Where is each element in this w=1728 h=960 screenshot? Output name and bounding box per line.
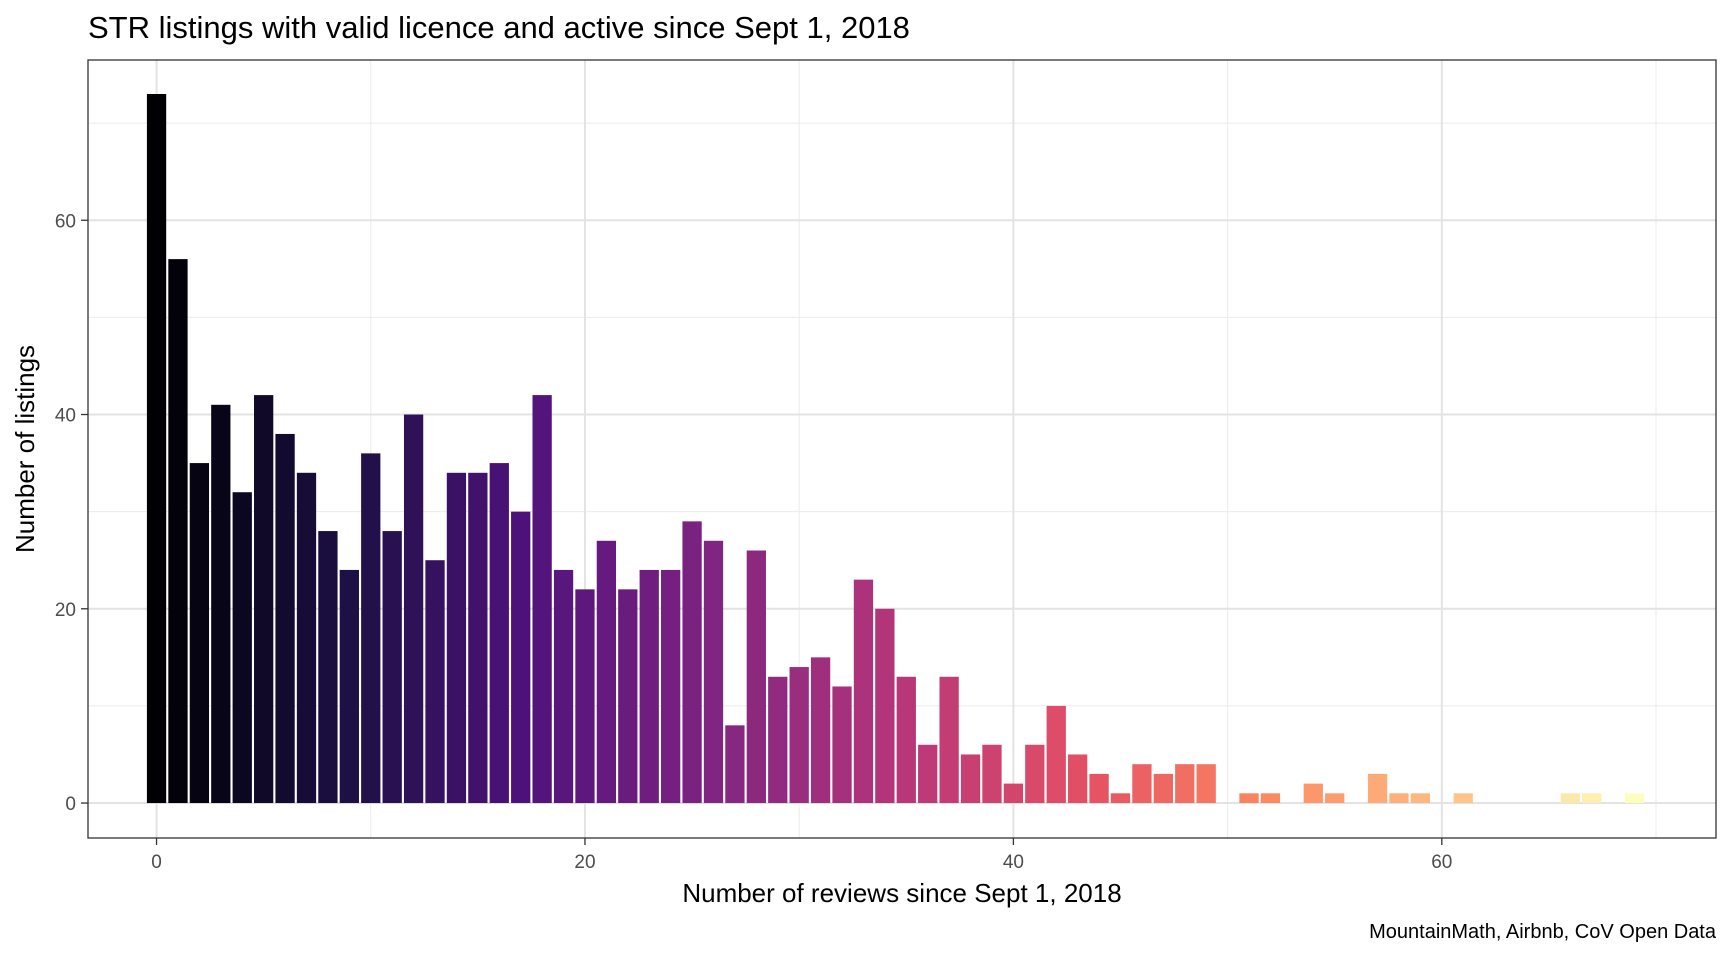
bar-40: [1003, 783, 1024, 804]
bar-19: [553, 569, 574, 804]
chart-caption: MountainMath, Airbnb, CoV Open Data: [1369, 921, 1717, 943]
bar-6: [275, 433, 295, 804]
bar-61: [1453, 793, 1473, 804]
y-tick-label: 20: [55, 600, 76, 621]
bar-25: [682, 521, 702, 804]
bar-66: [1560, 793, 1580, 804]
bar-0: [146, 93, 167, 804]
x-axis-title: Number of reviews since Sept 1, 2018: [682, 878, 1121, 908]
y-tick-label: 0: [65, 794, 76, 815]
y-tick-label: 40: [55, 406, 76, 427]
bar-51: [1239, 793, 1259, 804]
y-axis: 0 20 40 60: [55, 211, 88, 815]
bar-42: [1046, 705, 1066, 804]
bar-28: [746, 550, 766, 804]
bars: [146, 93, 1645, 804]
bar-22: [618, 589, 638, 804]
bar-33: [853, 579, 874, 804]
bar-24: [661, 569, 681, 804]
bar-27: [725, 725, 745, 804]
bar-3: [211, 404, 231, 804]
bar-8: [318, 531, 338, 804]
bar-32: [832, 686, 852, 804]
bar-21: [596, 540, 617, 804]
bar-45: [1110, 793, 1131, 804]
bar-48: [1175, 764, 1195, 804]
bar-29: [768, 676, 788, 804]
bar-49: [1196, 764, 1216, 804]
bar-69: [1624, 793, 1645, 804]
bar-52: [1260, 793, 1281, 804]
x-axis: 0 20 40 60: [151, 838, 1452, 873]
bar-31: [810, 657, 831, 804]
bar-67: [1582, 793, 1602, 804]
bar-35: [896, 676, 916, 804]
bar-26: [703, 540, 724, 804]
bar-14: [446, 472, 467, 804]
y-tick-label: 60: [55, 211, 76, 232]
bar-18: [532, 395, 552, 804]
bar-4: [232, 492, 252, 804]
bar-1: [168, 259, 188, 804]
bar-43: [1068, 754, 1088, 804]
bar-58: [1389, 793, 1409, 804]
y-axis-title: Number of listings: [10, 345, 40, 553]
bar-20: [575, 589, 595, 804]
bar-12: [403, 414, 424, 804]
bar-23: [639, 569, 659, 804]
bar-54: [1303, 783, 1323, 804]
bar-7: [296, 472, 317, 804]
bar-44: [1089, 773, 1109, 804]
bar-11: [382, 531, 402, 804]
bar-15: [468, 472, 488, 804]
chart-title: STR listings with valid licence and acti…: [88, 10, 910, 45]
bar-5: [254, 395, 274, 804]
bar-10: [361, 453, 381, 804]
plot-panel: [87, 59, 1717, 839]
panel-border: [87, 59, 1717, 839]
bar-37: [939, 676, 959, 804]
x-tick-label: 20: [574, 852, 595, 873]
bar-39: [982, 744, 1002, 804]
bar-36: [918, 744, 938, 804]
bar-30: [789, 667, 809, 804]
bar-13: [425, 560, 445, 804]
x-tick-label: 40: [1003, 852, 1024, 873]
bar-17: [511, 511, 531, 804]
bar-57: [1367, 773, 1388, 804]
bar-16: [489, 463, 509, 804]
bar-2: [189, 463, 210, 804]
bar-47: [1153, 773, 1173, 804]
x-tick-label: 60: [1431, 852, 1452, 873]
bar-46: [1132, 764, 1152, 804]
bar-59: [1410, 793, 1431, 804]
bar-9: [339, 569, 359, 804]
bar-55: [1325, 793, 1345, 804]
x-tick-label: 0: [151, 852, 162, 873]
bar-38: [960, 754, 981, 804]
bar-41: [1025, 744, 1045, 804]
bar-34: [875, 608, 895, 804]
